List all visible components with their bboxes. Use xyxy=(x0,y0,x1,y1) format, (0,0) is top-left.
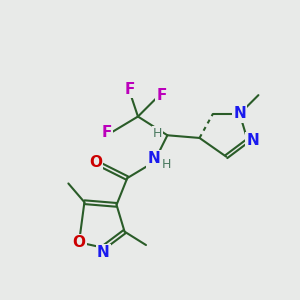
Text: O: O xyxy=(73,235,85,250)
Text: N: N xyxy=(148,151,160,166)
Text: N: N xyxy=(247,133,260,148)
Text: O: O xyxy=(89,154,102,169)
Text: F: F xyxy=(156,88,167,103)
Text: F: F xyxy=(125,82,135,97)
Text: N: N xyxy=(233,106,246,122)
Text: H: H xyxy=(152,127,162,140)
Text: F: F xyxy=(101,125,112,140)
Text: N: N xyxy=(97,245,110,260)
Text: H: H xyxy=(161,158,171,171)
